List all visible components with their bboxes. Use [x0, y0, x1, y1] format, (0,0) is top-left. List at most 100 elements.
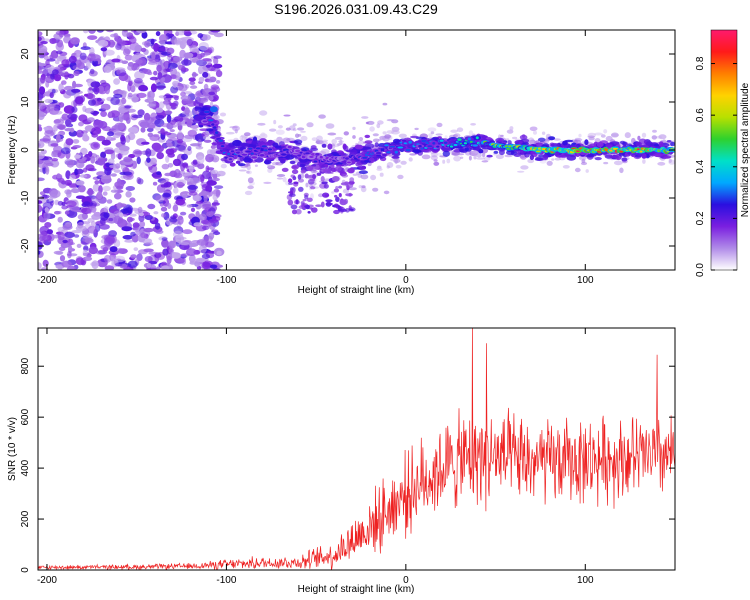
heatmap-cell [305, 182, 309, 188]
heatmap-cell [121, 226, 133, 232]
heatmap-cell [110, 189, 118, 193]
heatmap-cell [436, 145, 440, 148]
heatmap-cell [205, 165, 210, 173]
heatmap-cell [338, 152, 347, 156]
heatmap-cell [94, 180, 100, 185]
heatmap-cell [93, 86, 100, 95]
heatmap-cell [38, 92, 44, 101]
heatmap-cell [59, 255, 66, 262]
heatmap-cell [192, 195, 202, 202]
heatmap-cell [38, 70, 45, 74]
heatmap-cell [182, 172, 194, 178]
heatmap-cell [323, 168, 331, 174]
heatmap-cell [453, 133, 461, 138]
heatmap-cell [658, 141, 664, 147]
heatmap-cell [149, 157, 157, 165]
heatmap-cell [58, 83, 64, 92]
heatmap-cell [166, 114, 172, 123]
heatmap-cell [114, 122, 125, 131]
heatmap-cell [324, 164, 329, 168]
heatmap-cell [52, 110, 63, 115]
heatmap-cell [313, 160, 318, 163]
heatmap-cell [476, 157, 486, 160]
heatmap-cell [61, 260, 72, 268]
heatmap-cell [200, 174, 205, 184]
heatmap-cell [111, 129, 122, 139]
heatmap-cell [300, 169, 306, 174]
heatmap-cell [375, 151, 382, 155]
heatmap-cell [82, 132, 88, 140]
heatmap-cell [38, 45, 48, 54]
heatmap-cell [338, 185, 342, 189]
heatmap-cell [323, 183, 329, 189]
heatmap-cell [420, 147, 424, 150]
heatmap-cell [517, 170, 525, 173]
heatmap-cell [506, 129, 514, 134]
heatmap-cell [53, 250, 64, 255]
heatmap-cell [340, 182, 349, 186]
heatmap-cell [127, 64, 135, 71]
heatmap-cell [295, 208, 302, 215]
heatmap-cell [133, 78, 143, 84]
heatmap-cell [507, 140, 512, 145]
heatmap-cell [163, 99, 169, 106]
heatmap-cell [372, 138, 380, 143]
heatmap-cell [97, 156, 106, 166]
heatmap-cell [376, 167, 383, 171]
heatmap-cell [645, 154, 650, 159]
heatmap-cell [551, 158, 555, 161]
heatmap-cell [127, 260, 138, 268]
heatmap-cell [209, 264, 218, 269]
heatmap-cell [433, 161, 440, 166]
heatmap-cell [114, 255, 126, 263]
heatmap-cell [100, 151, 107, 159]
heatmap-cell [102, 191, 108, 196]
heatmap-cell [536, 150, 541, 153]
heatmap-cell [91, 127, 102, 135]
heatmap-cell [453, 143, 458, 147]
heatmap-cell [364, 134, 371, 139]
heatmap-cell [75, 257, 85, 266]
heatmap-cell [144, 256, 153, 263]
heatmap-cell [263, 160, 272, 165]
heatmap-cell [537, 137, 546, 142]
heatmap-cell [389, 145, 396, 148]
heatmap-cell [325, 199, 333, 203]
heatmap-cell [139, 121, 150, 129]
heatmap-cell [100, 175, 112, 180]
heatmap-cell [140, 232, 147, 239]
heatmap-cell [298, 205, 306, 209]
heatmap-cell [60, 147, 71, 155]
heatmap-cell [297, 134, 302, 137]
heatmap-cell [528, 137, 535, 143]
heatmap-cell [206, 128, 214, 132]
heatmap-cell [437, 136, 442, 139]
heatmap-cell [116, 178, 122, 186]
heatmap-cell [66, 161, 74, 168]
heatmap-cell [315, 204, 323, 207]
heatmap-cell [38, 111, 45, 121]
heatmap-cell [209, 149, 217, 155]
heatmap-cell [171, 252, 181, 259]
heatmap-cell [214, 131, 219, 135]
heatmap-cell [325, 201, 332, 207]
heatmap-cell [611, 132, 619, 138]
heatmap-cell [209, 106, 218, 113]
heatmap-cell [302, 199, 307, 202]
heatmap-cell [211, 123, 215, 126]
heatmap-cell [352, 126, 356, 130]
heatmap-cell [320, 201, 325, 208]
heatmap-cell [320, 149, 330, 154]
heatmap-cell [212, 177, 220, 182]
heatmap-cell [80, 46, 91, 51]
heatmap-cell [68, 55, 77, 64]
heatmap-cell [136, 30, 147, 34]
heatmap-cell [172, 80, 178, 88]
heatmap-cell [141, 141, 150, 145]
heatmap-cell [470, 123, 476, 126]
heatmap-cell [75, 180, 85, 186]
heatmap-cell [250, 152, 254, 155]
snr-series-line [38, 328, 675, 570]
heatmap-cell [312, 174, 316, 180]
heatmap-cell [281, 153, 287, 156]
